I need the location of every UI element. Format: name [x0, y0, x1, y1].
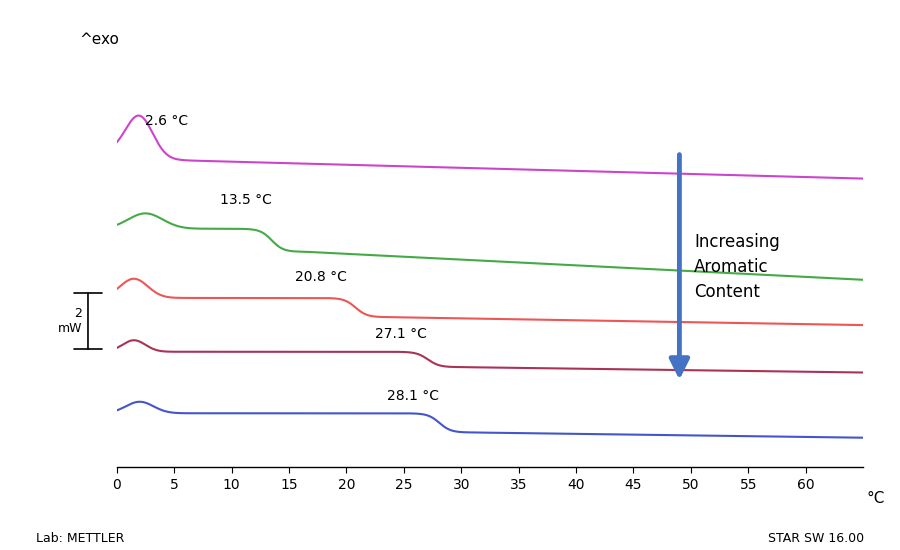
Text: ^exo: ^exo: [79, 32, 119, 47]
Text: Lab: METTLER: Lab: METTLER: [36, 531, 124, 544]
Text: °C: °C: [867, 491, 886, 507]
Text: 20.8 °C: 20.8 °C: [294, 270, 346, 284]
Text: 13.5 °C: 13.5 °C: [220, 193, 272, 207]
Text: 2.6 °C: 2.6 °C: [146, 114, 188, 128]
Text: Increasing
Aromatic
Content: Increasing Aromatic Content: [694, 233, 780, 301]
Text: 27.1 °C: 27.1 °C: [375, 327, 427, 342]
Text: 2
mW: 2 mW: [58, 307, 82, 335]
Text: 28.1 °C: 28.1 °C: [387, 389, 438, 403]
Text: STAR SW 16.00: STAR SW 16.00: [768, 531, 864, 544]
